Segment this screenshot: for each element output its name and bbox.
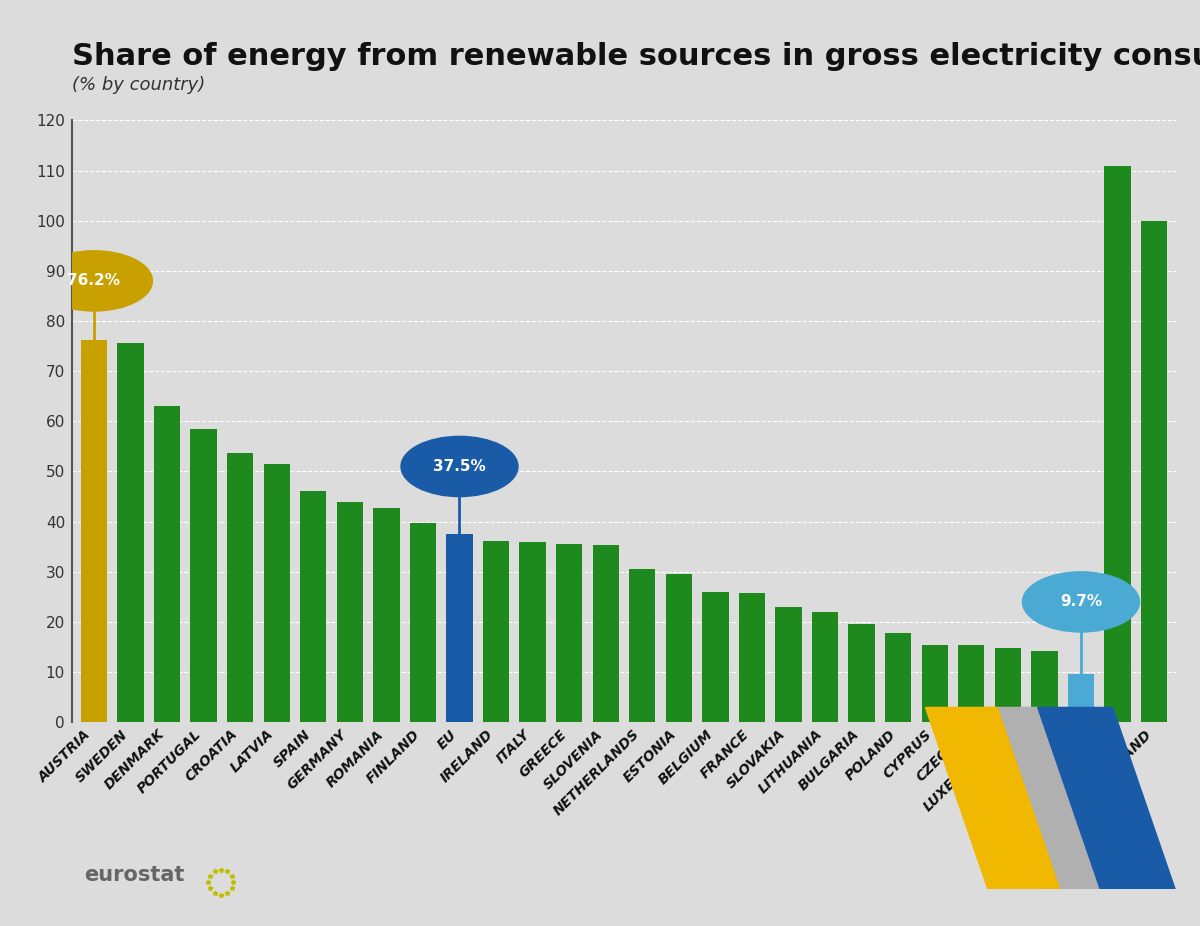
Bar bbox=[812, 612, 839, 722]
Polygon shape bbox=[1038, 707, 1175, 889]
Bar bbox=[886, 633, 911, 722]
Polygon shape bbox=[982, 707, 1100, 889]
Bar bbox=[227, 453, 253, 722]
Bar bbox=[739, 594, 766, 722]
Bar bbox=[1068, 673, 1094, 722]
Bar bbox=[446, 534, 473, 722]
Text: Share of energy from renewable sources in gross electricity consumption, EU, 202: Share of energy from renewable sources i… bbox=[72, 42, 1200, 70]
Bar bbox=[848, 624, 875, 722]
Bar bbox=[702, 592, 728, 722]
Bar bbox=[373, 507, 400, 722]
Bar bbox=[482, 541, 509, 722]
Bar bbox=[154, 407, 180, 722]
Bar bbox=[337, 502, 362, 722]
Bar bbox=[118, 344, 144, 722]
Bar bbox=[264, 465, 290, 722]
Bar bbox=[593, 545, 619, 722]
Ellipse shape bbox=[401, 436, 518, 496]
Bar bbox=[300, 491, 326, 722]
Bar bbox=[958, 644, 984, 722]
Bar bbox=[1031, 651, 1057, 722]
Text: (% by country): (% by country) bbox=[72, 76, 205, 94]
Bar bbox=[922, 644, 948, 722]
Bar bbox=[1141, 220, 1168, 722]
Bar bbox=[520, 542, 546, 722]
Bar bbox=[629, 569, 655, 722]
Text: eurostat: eurostat bbox=[84, 865, 185, 885]
Bar bbox=[775, 607, 802, 722]
Bar bbox=[666, 574, 692, 722]
Text: 37.5%: 37.5% bbox=[433, 459, 486, 474]
Bar bbox=[409, 522, 436, 722]
Text: 9.7%: 9.7% bbox=[1060, 594, 1102, 609]
Bar bbox=[191, 429, 217, 722]
Ellipse shape bbox=[1022, 571, 1140, 632]
Bar bbox=[995, 647, 1021, 722]
Bar bbox=[80, 340, 107, 722]
Bar bbox=[1104, 166, 1130, 722]
Bar bbox=[556, 544, 582, 722]
Polygon shape bbox=[925, 707, 1060, 889]
Text: 76.2%: 76.2% bbox=[67, 273, 120, 288]
Ellipse shape bbox=[36, 251, 152, 311]
